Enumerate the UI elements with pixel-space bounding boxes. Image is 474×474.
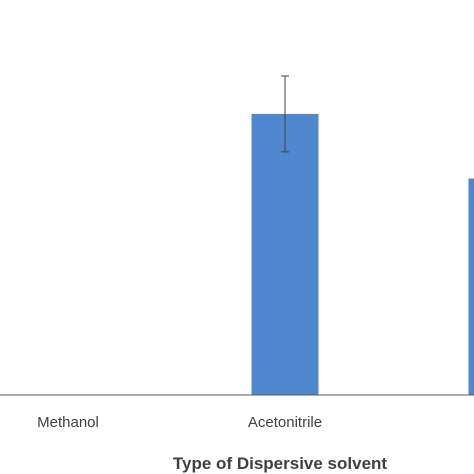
bars-group bbox=[251, 113, 474, 395]
error-bars-group bbox=[281, 75, 289, 153]
x-tick-label-acetonitrile: Acetonitrile bbox=[248, 414, 322, 431]
x-tick-labels: MethanolAcetonitrileA bbox=[37, 414, 322, 431]
bar-acetonitrile bbox=[251, 113, 319, 395]
bar-a bbox=[468, 178, 474, 395]
x-axis-title: Type of Dispersive solvent bbox=[173, 454, 387, 473]
x-tick-label-methanol: Methanol bbox=[37, 414, 99, 431]
